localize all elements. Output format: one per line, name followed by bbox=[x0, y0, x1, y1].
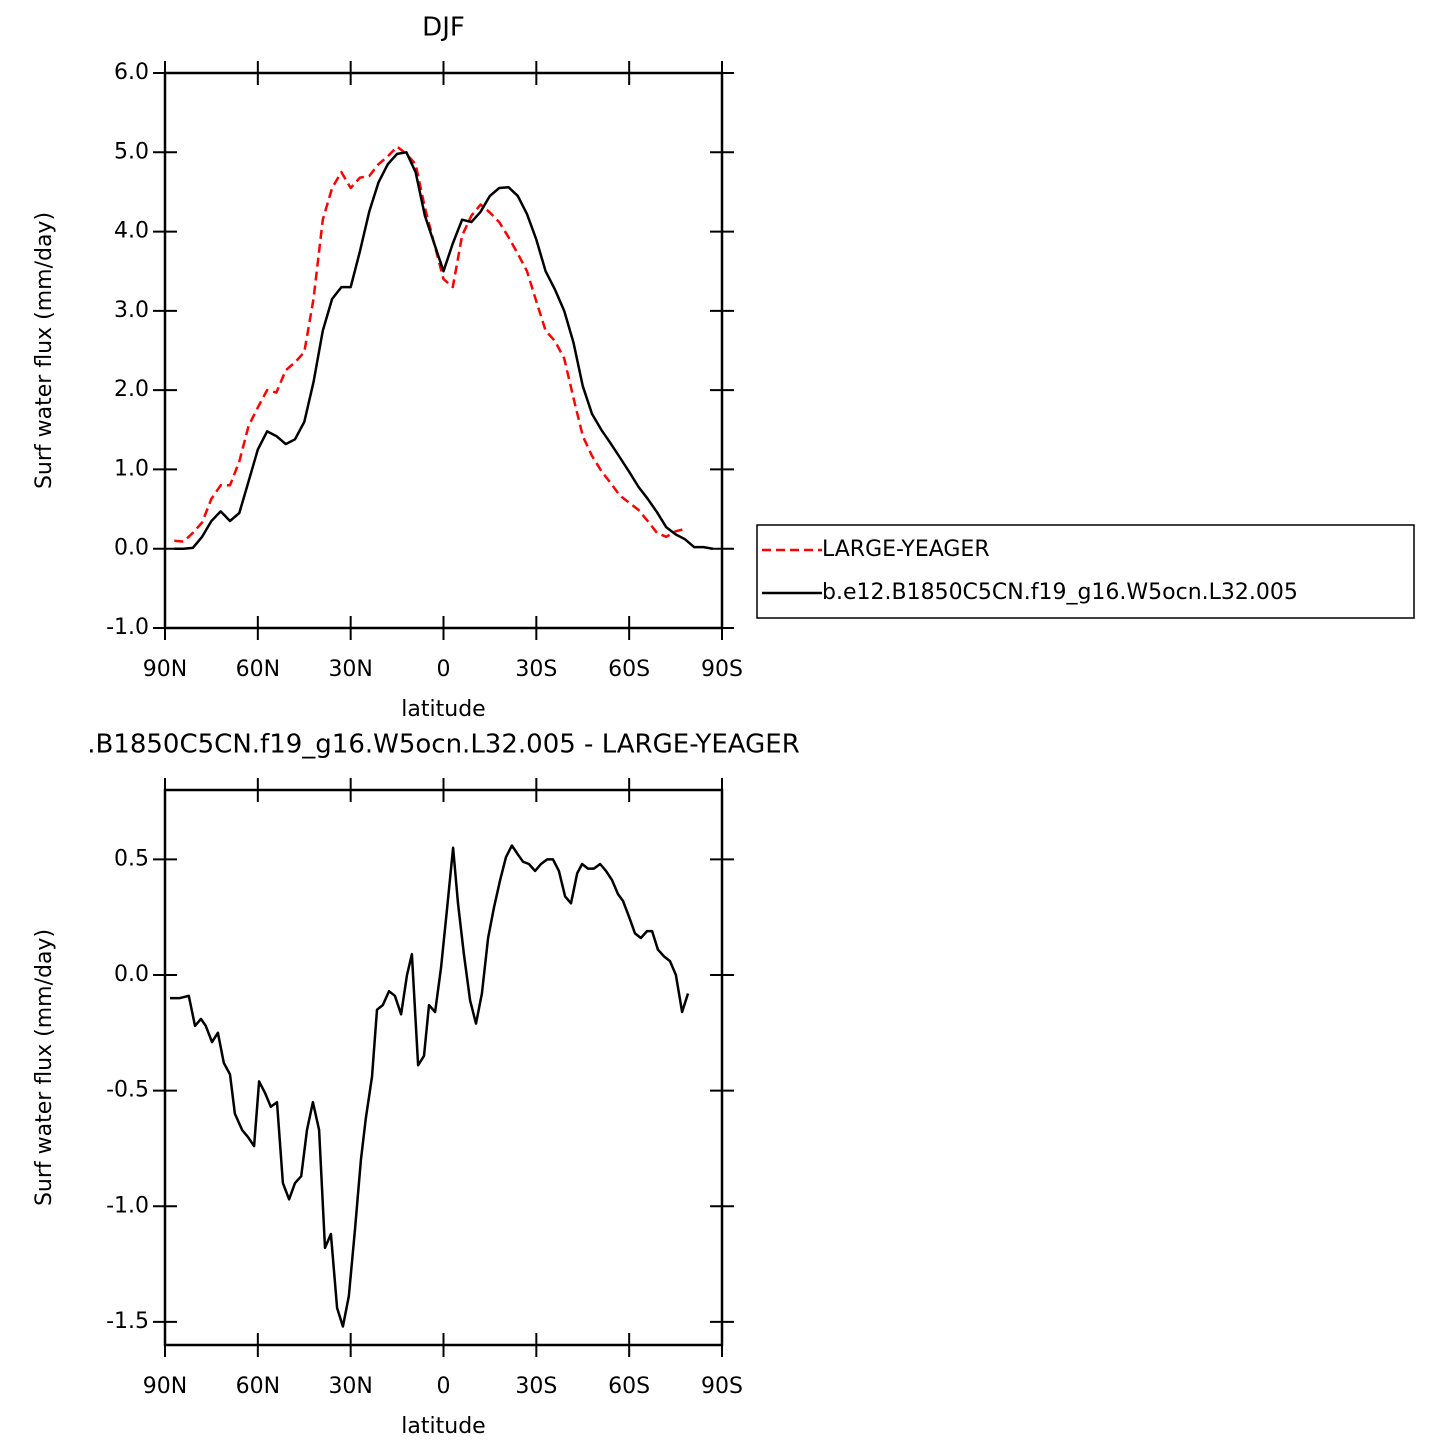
chart-title: DJF bbox=[422, 13, 465, 43]
legend-label: b.e12.B1850C5CN.f19_g16.W5ocn.L32.005 bbox=[822, 580, 1298, 605]
y-tick-label: -1.0 bbox=[106, 1193, 149, 1218]
y-tick-label: -1.5 bbox=[106, 1309, 149, 1334]
y-tick-label: 1.0 bbox=[114, 456, 149, 481]
data-line bbox=[174, 145, 686, 543]
y-tick-label: 6.0 bbox=[114, 60, 149, 85]
x-tick-label: 30N bbox=[328, 657, 372, 682]
y-tick-label: 0.5 bbox=[114, 846, 149, 871]
x-tick-label: 0 bbox=[437, 1374, 451, 1399]
y-tick-label: -1.0 bbox=[106, 615, 149, 640]
x-tick-label: 30S bbox=[515, 1374, 557, 1399]
x-tick-label: 90N bbox=[143, 657, 187, 682]
y-tick-label: 0.0 bbox=[114, 962, 149, 987]
legend-box bbox=[756, 524, 1415, 619]
y-tick-label: 3.0 bbox=[114, 298, 149, 323]
x-tick-label: 60N bbox=[236, 1374, 280, 1399]
data-line bbox=[170, 844, 690, 1328]
x-axis-label: latitude bbox=[401, 1414, 485, 1439]
x-tick-label: 30S bbox=[515, 657, 557, 682]
data-line bbox=[174, 151, 713, 550]
legend-label: LARGE-YEAGER bbox=[822, 537, 990, 562]
x-tick-label: 0 bbox=[437, 657, 451, 682]
x-tick-label: 60N bbox=[236, 657, 280, 682]
y-axis-label: Surf water flux (mm/day) bbox=[32, 929, 57, 1206]
x-tick-label: 90N bbox=[143, 1374, 187, 1399]
y-tick-label: 2.0 bbox=[114, 377, 149, 402]
x-tick-label: 60S bbox=[608, 657, 650, 682]
y-tick-label: -0.5 bbox=[106, 1078, 149, 1103]
y-axis-label: Surf water flux (mm/day) bbox=[32, 212, 57, 489]
y-tick-label: 5.0 bbox=[114, 139, 149, 164]
y-tick-label: 4.0 bbox=[114, 219, 149, 244]
x-tick-label: 90S bbox=[701, 1374, 743, 1399]
x-tick-label: 90S bbox=[701, 657, 743, 682]
plot-frame bbox=[163, 71, 724, 630]
x-tick-label: 60S bbox=[608, 1374, 650, 1399]
plot-frame bbox=[163, 788, 724, 1347]
x-tick-label: 30N bbox=[328, 1374, 372, 1399]
chart-title: .B1850C5CN.f19_g16.W5ocn.L32.005 - LARGE… bbox=[87, 730, 800, 760]
y-tick-label: 0.0 bbox=[114, 536, 149, 561]
x-axis-label: latitude bbox=[401, 697, 485, 722]
